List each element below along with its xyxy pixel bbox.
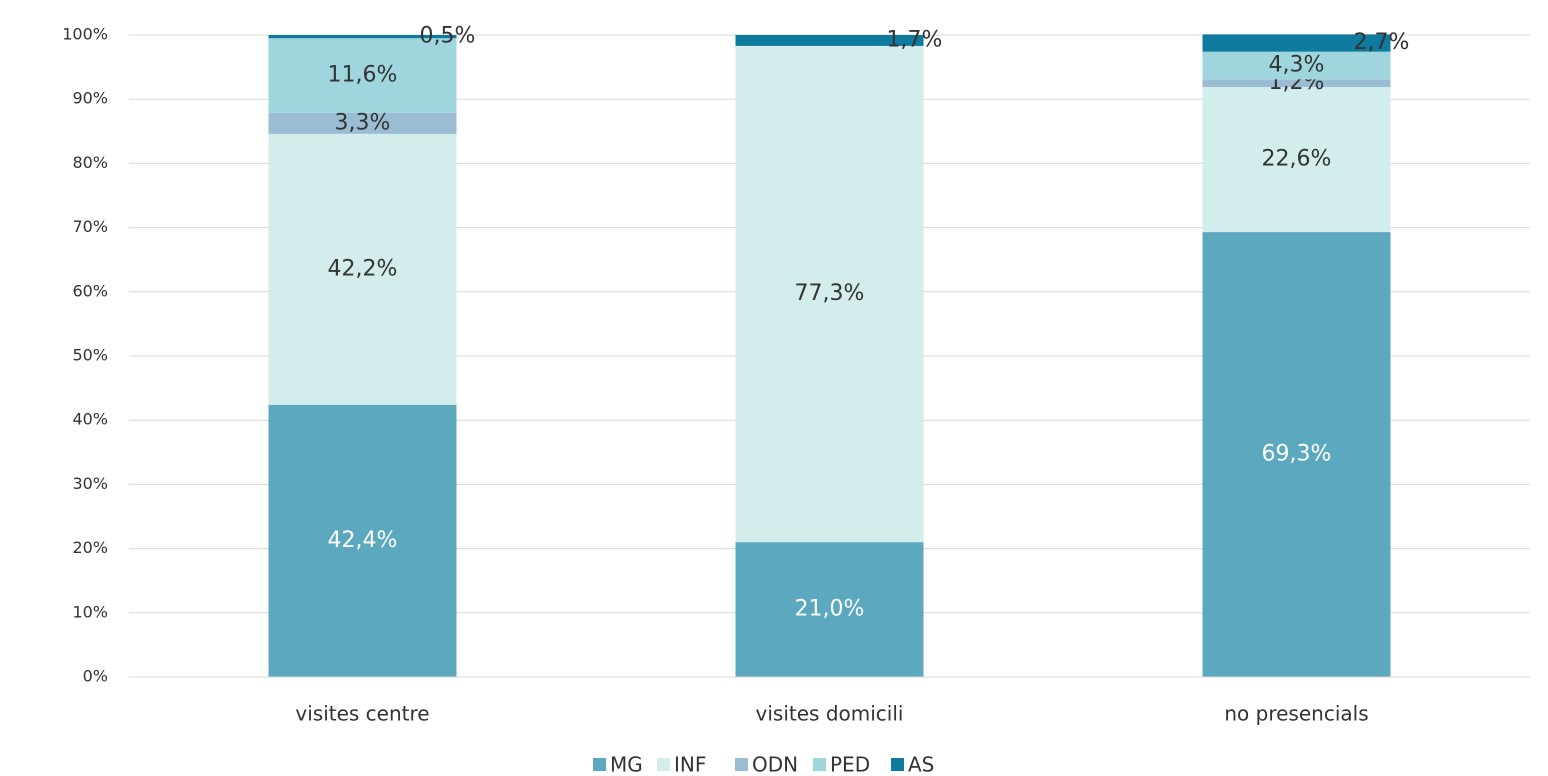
bar-segment <box>1202 87 1391 233</box>
bar-segment <box>1202 79 1391 88</box>
y-tick-label: 80% <box>72 153 108 172</box>
y-tick-label: 40% <box>72 410 108 429</box>
y-tick-label: 10% <box>72 602 108 621</box>
data-label: 77,3% <box>795 281 865 306</box>
data-label: 11,6% <box>328 62 398 87</box>
bar-segment <box>268 404 457 677</box>
y-tick-label: 20% <box>72 538 108 557</box>
y-tick-label: 70% <box>72 217 108 236</box>
x-tick-label: visites domicili <box>756 702 904 726</box>
x-tick-label: visites centre <box>295 702 429 726</box>
data-label: 22,6% <box>1262 147 1332 172</box>
bar-segment <box>268 112 457 134</box>
legend-label: INF <box>674 753 706 776</box>
data-label: 0,5% <box>420 24 476 49</box>
data-label: 2,7% <box>1354 30 1410 55</box>
legend-label: ODN <box>752 753 798 776</box>
data-label: 42,2% <box>328 256 398 281</box>
y-tick-label: 100% <box>62 25 108 44</box>
bar-segment <box>268 133 457 405</box>
bar-segment <box>735 35 924 46</box>
bar-segment <box>268 35 457 39</box>
bar-segment <box>735 542 924 677</box>
bar-segment <box>1202 34 1391 52</box>
data-label: 4,3% <box>1269 52 1325 77</box>
data-label: 69,3% <box>1262 442 1332 467</box>
legend-swatch <box>657 758 670 771</box>
legend-label: PED <box>830 753 870 776</box>
bar-segment <box>735 45 924 543</box>
data-label: 42,4% <box>328 528 398 553</box>
y-tick-label: 50% <box>72 346 108 365</box>
bar-segment <box>1202 51 1391 80</box>
bar-segment <box>1202 232 1391 677</box>
legend-swatch <box>735 758 748 771</box>
legend-label: AS <box>908 753 934 776</box>
bar-segment <box>268 38 457 113</box>
legend-swatch <box>891 758 904 771</box>
x-tick-label: no presencials <box>1224 702 1368 726</box>
data-label: 1,7% <box>887 27 943 52</box>
y-tick-label: 60% <box>72 281 108 300</box>
y-tick-label: 30% <box>72 474 108 493</box>
legend-label: MG <box>610 753 643 776</box>
y-tick-label: 0% <box>83 667 108 686</box>
legend-swatch <box>813 758 826 771</box>
legend-swatch <box>593 758 606 771</box>
y-tick-label: 90% <box>72 89 108 108</box>
data-label: 3,3% <box>335 110 391 135</box>
data-label: 21,0% <box>795 597 865 622</box>
